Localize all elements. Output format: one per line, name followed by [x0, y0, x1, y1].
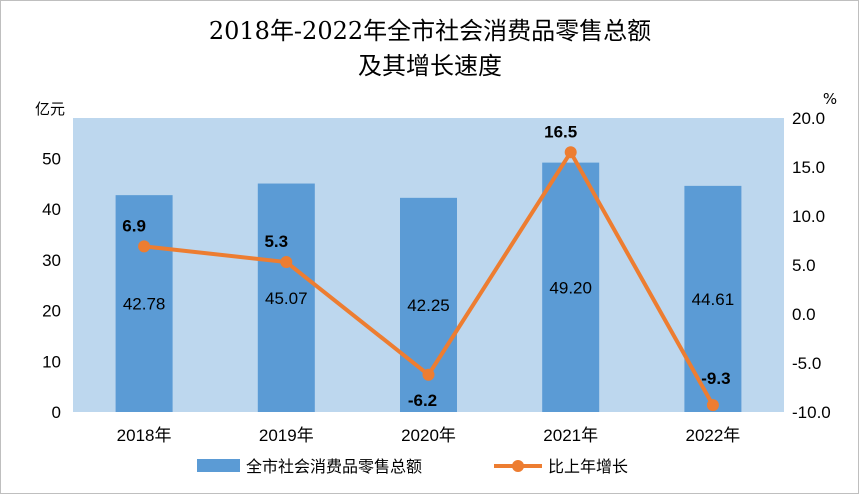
bar	[257, 183, 315, 412]
right-tick-label: 15.0	[792, 158, 825, 177]
x-tick-label: 2020年	[401, 426, 456, 445]
bar-value-label: 42.78	[123, 295, 166, 314]
left-tick-label: 20	[42, 302, 61, 321]
chart-title-line-2: 及其增长速度	[358, 52, 502, 80]
right-tick-label: -10.0	[792, 403, 831, 422]
line-point	[706, 399, 719, 412]
x-tick-label: 2021年	[543, 426, 598, 445]
line-value-label: 5.3	[264, 232, 288, 251]
left-tick-label: 10	[42, 352, 61, 371]
line-point	[280, 256, 293, 269]
legend-bar-label: 全市社会消费品零售总额	[246, 457, 422, 476]
bar-value-label: 44.61	[692, 290, 735, 309]
bar	[542, 162, 600, 412]
legend-line-label: 比上年增长	[548, 457, 628, 476]
line-value-label: 6.9	[122, 216, 146, 235]
bar-value-labels: 42.78 45.07 42.25 49.20 44.61	[123, 278, 734, 315]
right-tick-label: 20.0	[792, 109, 825, 128]
line-series	[138, 146, 719, 412]
chart-title-line-1: 2018年-2022年全市社会消费品零售总额	[209, 17, 651, 45]
bar-value-label: 45.07	[265, 289, 308, 308]
line-point	[138, 240, 151, 253]
line-value-label: -9.3	[701, 369, 730, 388]
x-tick-label: 2018年	[117, 426, 172, 445]
line-value-label: 16.5	[544, 122, 577, 141]
left-axis-ticks: 0 10 20 30 40 50	[42, 150, 61, 422]
right-axis-ticks: -10.0 -5.0 0.0 5.0 10.0 15.0 20.0	[792, 109, 831, 422]
left-tick-label: 0	[52, 403, 61, 422]
x-tick-label: 2022年	[685, 426, 740, 445]
legend: 全市社会消费品零售总额 比上年增长	[197, 457, 628, 476]
right-tick-label: 0.0	[792, 305, 816, 324]
right-axis-unit: %	[823, 90, 837, 108]
left-axis-unit: 亿元	[35, 100, 65, 118]
right-tick-label: 10.0	[792, 207, 825, 226]
right-tick-label: -5.0	[792, 354, 821, 373]
bar-value-label: 49.20	[549, 278, 592, 297]
line-point	[564, 146, 577, 159]
legend-bar-swatch	[197, 459, 240, 472]
bar-series	[115, 162, 742, 412]
bar-value-label: 42.25	[407, 296, 450, 315]
left-tick-label: 40	[42, 200, 61, 219]
line-value-labels: 6.9 5.3 -6.2 16.5 -9.3	[122, 122, 730, 409]
right-tick-label: 5.0	[792, 256, 816, 275]
bar	[115, 195, 173, 412]
left-tick-label: 50	[42, 150, 61, 169]
x-tick-label: 2019年	[259, 426, 314, 445]
line-point	[422, 368, 435, 381]
x-axis-ticks: 2018年 2019年 2020年 2021年 2022年	[117, 426, 741, 445]
line-value-label: -6.2	[408, 391, 437, 410]
legend-line-marker	[512, 460, 524, 472]
left-tick-label: 30	[42, 251, 61, 270]
